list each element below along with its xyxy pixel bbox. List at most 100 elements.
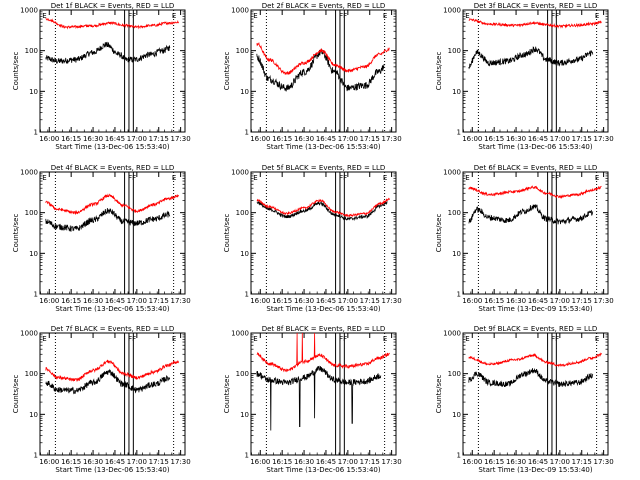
y-tick-label: 1 [245,452,249,460]
y-axis-label: Counts/sec [12,375,20,414]
detector-panel: Det 7f BLACK = Events, RED = LLD 1 10 100 10… [12,325,191,474]
y-tick-label: 1 [457,291,461,299]
y-tick-label: 100 [25,47,38,55]
event-marker-label: FF [551,12,559,20]
events-series-line [256,48,385,92]
y-tick-label: 1000 [231,169,249,177]
plot-frame [250,332,397,456]
events-series-line [256,200,388,222]
x-tick-label: 16:45 [105,297,125,305]
x-tick-label: 16:30 [506,297,526,305]
x-tick-label: 17:00 [338,458,358,466]
event-marker-label: E [465,12,469,20]
x-tick-label: 16:00 [39,135,59,143]
plot-frame [250,9,397,133]
detector-panel: Det 4f BLACK = Events, RED = LLD 1 10 100 10… [12,164,191,313]
x-tick-label: 16:45 [105,135,125,143]
panel-title: Det 5f BLACK = Events, RED = LLD [262,164,385,172]
event-marker-label: E [253,174,257,182]
panel-title: Det 4f BLACK = Events, RED = LLD [51,164,174,172]
y-axis-label: Counts/sec [223,52,231,91]
lld-series-line [45,359,179,382]
x-tick-label: 17:30 [594,135,614,143]
detector-panel: Det 8f BLACK = Events, RED = LLD 1 10 100 10… [223,325,402,474]
x-tick-label: 17:00 [127,297,147,305]
y-tick-label: 1 [34,129,38,137]
detector-panel: Det 9f BLACK = Events, RED = LLD 1 10 100 10… [435,325,614,474]
events-series-line [468,46,594,70]
y-tick-label: 1 [245,291,249,299]
y-axis-label: Counts/sec [12,214,20,253]
y-tick-label: 10 [452,411,461,419]
event-marker-label: E [172,174,176,182]
x-tick-label: 16:00 [462,135,482,143]
event-marker-label: E [383,12,387,20]
y-tick-label: 10 [29,88,38,96]
plot-frame [462,332,609,456]
event-marker-label: E [595,335,599,343]
y-axis-label: Counts/sec [223,375,231,414]
x-tick-label: 17:30 [171,458,191,466]
x-axis-label: Start Time (13-Dec-06 15:53:40) [55,305,169,313]
y-tick-label: 10 [240,411,249,419]
panel-title: Det 1f BLACK = Events, RED = LLD [51,2,174,10]
x-tick-label: 16:00 [250,458,270,466]
event-marker-label: FF [551,174,559,182]
y-tick-label: 100 [448,209,461,217]
x-axis-label: Start Time (13-Dec-09 15:53:40) [478,305,592,313]
y-tick-label: 100 [25,209,38,217]
x-tick-label: 16:45 [316,297,336,305]
detector-panel: Det 3f BLACK = Events, RED = LLD 1 10 100 10… [435,2,614,151]
plot-frame [39,171,186,295]
x-tick-label: 17:15 [360,458,380,466]
y-tick-label: 100 [448,370,461,378]
event-marker-label: FF [128,335,136,343]
event-marker-label: FF [128,174,136,182]
x-tick-label: 17:00 [550,135,570,143]
events-series-line [45,41,171,64]
y-tick-label: 1 [34,291,38,299]
event-marker-label: E [172,335,176,343]
x-tick-label: 17:00 [550,297,570,305]
event-marker-label: E [383,335,387,343]
x-tick-label: 17:15 [360,135,380,143]
event-marker-label: FF [551,335,559,343]
y-tick-label: 10 [29,411,38,419]
x-tick-label: 16:15 [484,135,504,143]
y-axis-label: Counts/sec [435,52,443,91]
y-tick-label: 100 [25,370,38,378]
x-axis-label: Start Time (13-Dec-09 15:53:40) [478,466,592,474]
x-tick-label: 16:30 [83,458,103,466]
events-series-line [45,368,171,395]
event-marker-label: E [465,174,469,182]
y-tick-label: 100 [236,209,249,217]
y-tick-label: 1000 [231,7,249,15]
x-tick-label: 17:15 [149,135,169,143]
x-tick-label: 16:45 [528,458,548,466]
event-marker-label: E [172,12,176,20]
panel-title: Det 3f BLACK = Events, RED = LLD [474,2,597,10]
x-tick-label: 17:15 [149,458,169,466]
y-tick-label: 10 [452,88,461,96]
x-tick-label: 17:00 [550,458,570,466]
x-tick-label: 16:15 [272,135,292,143]
x-tick-label: 17:00 [338,297,358,305]
detector-panel: Det 6f BLACK = Events, RED = LLD 1 10 100 10… [435,164,614,313]
x-tick-label: 16:30 [294,297,314,305]
y-tick-label: 1000 [20,169,38,177]
panel-title: Det 2f BLACK = Events, RED = LLD [262,2,385,10]
x-tick-label: 16:00 [462,297,482,305]
x-tick-label: 17:00 [338,135,358,143]
panel-title: Det 6f BLACK = Events, RED = LLD [474,164,597,172]
x-tick-label: 16:15 [61,458,81,466]
x-tick-label: 17:15 [572,135,592,143]
x-tick-label: 16:45 [316,458,336,466]
y-tick-label: 1000 [443,169,461,177]
x-axis-label: Start Time (13-Dec-06 15:53:40) [478,143,592,151]
x-tick-label: 16:00 [250,297,270,305]
plot-frame [462,171,609,295]
plot-frame [39,9,186,133]
x-tick-label: 17:30 [171,135,191,143]
lld-series-line [256,197,390,218]
x-tick-label: 17:30 [382,135,402,143]
